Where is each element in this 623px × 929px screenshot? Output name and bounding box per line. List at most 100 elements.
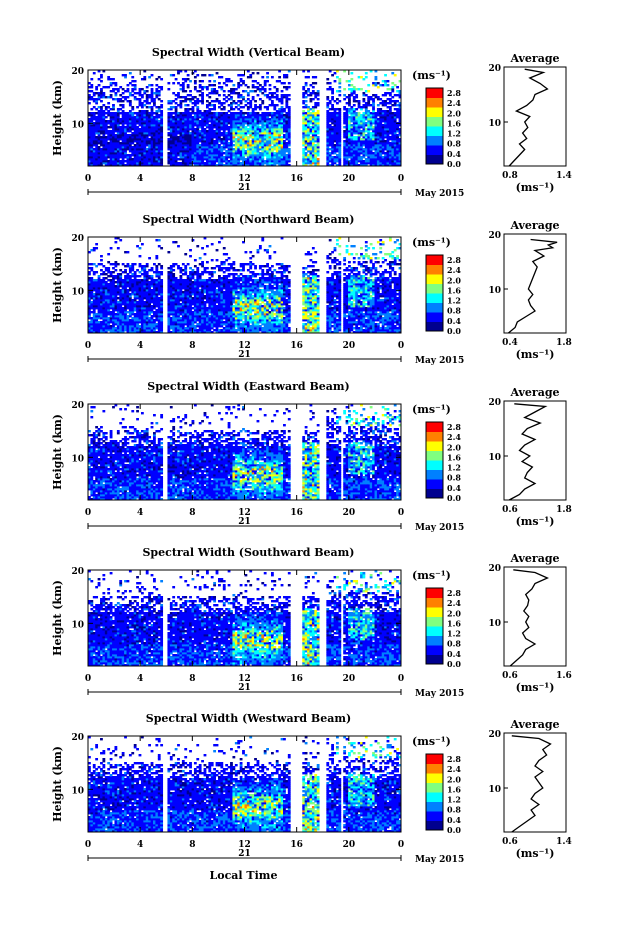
heatmap-cell — [251, 134, 255, 137]
heatmap-cell — [131, 299, 135, 302]
heatmap-cell — [121, 309, 125, 312]
heatmap-cell — [95, 331, 99, 334]
heatmap-cell — [348, 142, 351, 145]
heatmap-cell — [116, 114, 120, 117]
heatmap-cell — [381, 140, 385, 143]
heatmap-cell — [256, 152, 260, 155]
heatmap-cell — [167, 160, 171, 163]
heatmap-cell — [124, 74, 127, 77]
heatmap-cell — [280, 144, 284, 147]
heatmap-cell — [102, 116, 106, 119]
heatmap-cell — [109, 138, 113, 141]
heatmap-cell — [374, 138, 378, 141]
heatmap-cell — [88, 313, 91, 316]
heatmap-cell — [181, 158, 185, 161]
heatmap-cell — [155, 94, 159, 97]
heatmap-cell — [109, 132, 113, 135]
heatmap-cell — [230, 112, 233, 115]
heatmap-cell — [316, 142, 320, 145]
heatmap-cell — [112, 303, 115, 306]
heatmap-cell — [280, 122, 284, 125]
heatmap-cell — [205, 134, 209, 137]
heatmap-cell — [396, 154, 399, 157]
heatmap-cell — [237, 136, 241, 139]
heatmap-cell — [239, 120, 243, 123]
heatmap-cell — [302, 114, 306, 117]
heatmap-cell — [169, 100, 173, 103]
heatmap-cell — [140, 152, 144, 155]
heatmap-cell — [102, 307, 106, 310]
heatmap-cell — [256, 156, 260, 159]
heatmap-cell — [126, 134, 130, 137]
heatmap-cell — [97, 331, 101, 334]
y-axis-label: Height (km) — [51, 80, 64, 156]
heatmap-cell — [143, 130, 147, 133]
heatmap-cell — [167, 162, 171, 165]
heatmap-cell — [100, 287, 103, 290]
heatmap-cell — [107, 253, 111, 256]
heatmap-cell — [167, 120, 171, 123]
heatmap-cell — [205, 138, 209, 141]
heatmap-cell — [388, 98, 392, 101]
heatmap-cell — [100, 301, 103, 304]
heatmap-cell — [338, 112, 342, 115]
heatmap-cell — [393, 140, 397, 143]
heatmap-cell — [258, 132, 262, 135]
heatmap-cell — [150, 138, 154, 141]
heatmap-cell — [143, 110, 147, 113]
x-tick-label: 4 — [137, 174, 143, 184]
heatmap-cell — [261, 148, 265, 151]
heatmap-cell — [222, 118, 226, 121]
heatmap-cell — [104, 329, 108, 332]
heatmap-cell — [95, 321, 99, 324]
heatmap-cell — [138, 255, 142, 258]
heatmap-cell — [234, 116, 238, 119]
heatmap-cell — [198, 86, 202, 89]
heatmap-cell — [100, 160, 103, 163]
heatmap-cell — [138, 313, 142, 316]
heatmap-cell — [280, 160, 284, 163]
heatmap-cell — [145, 305, 149, 308]
heatmap-cell — [338, 120, 342, 123]
heatmap-cell — [242, 120, 245, 123]
heatmap-cell — [116, 301, 120, 304]
heatmap-cell — [157, 297, 161, 300]
heatmap-cell — [153, 130, 156, 133]
heatmap-cell — [249, 100, 253, 103]
heatmap-cell — [153, 92, 156, 95]
heatmap-cell — [237, 146, 241, 149]
heatmap-cell — [109, 78, 113, 81]
heatmap-cell — [280, 98, 284, 101]
heatmap-cell — [138, 128, 142, 131]
heatmap-cell — [109, 136, 113, 139]
heatmap-cell — [191, 156, 195, 159]
heatmap-cell — [172, 146, 176, 149]
heatmap-cell — [230, 122, 233, 125]
heatmap-cell — [184, 120, 188, 123]
heatmap-cell — [309, 140, 313, 143]
heatmap-cell — [112, 154, 115, 157]
heatmap-cell — [153, 329, 156, 332]
heatmap-cell — [249, 150, 253, 153]
heatmap-cell — [177, 118, 180, 121]
heatmap-cell — [345, 148, 349, 151]
heatmap-cell — [179, 152, 183, 155]
heatmap-cell — [338, 128, 342, 131]
heatmap-cell — [275, 116, 279, 119]
heatmap-cell — [124, 323, 127, 326]
heatmap-cell — [205, 158, 209, 161]
heatmap-cell — [193, 150, 197, 153]
heatmap-cell — [116, 142, 120, 145]
heatmap-cell — [148, 309, 151, 312]
heatmap-cell — [119, 279, 123, 282]
heatmap-cell — [133, 315, 137, 318]
heatmap-cell — [256, 146, 260, 149]
heatmap-cell — [379, 84, 383, 87]
heatmap-cell — [114, 285, 118, 288]
heatmap-cell — [172, 82, 176, 85]
heatmap-cell — [138, 311, 142, 314]
heatmap-cell — [191, 152, 195, 155]
heatmap-cell — [331, 134, 334, 137]
heatmap-cell — [184, 162, 188, 165]
heatmap-cell — [145, 331, 149, 334]
